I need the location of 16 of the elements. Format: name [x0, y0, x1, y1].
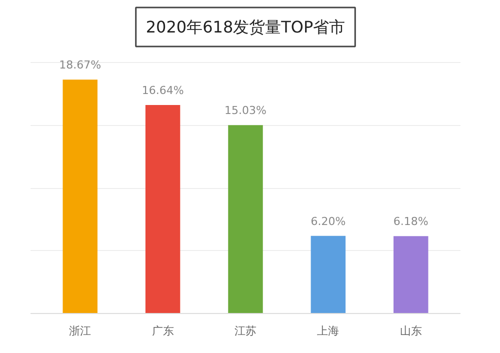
x-tick-label: 浙江 [69, 324, 92, 338]
data-label: 18.67% [59, 58, 102, 72]
bar [145, 105, 180, 314]
data-label: 6.20% [310, 214, 346, 228]
data-label: 6.18% [393, 215, 428, 228]
x-tick-label: 山东 [400, 324, 422, 338]
data-label: 15.03% [224, 104, 266, 118]
bar [228, 125, 263, 314]
bar [62, 80, 98, 314]
x-tick-label: 广东 [152, 324, 174, 338]
x-tick-label: 上海 [317, 324, 340, 338]
bar [394, 236, 428, 314]
bar [310, 236, 346, 314]
data-label: 16.64% [142, 84, 184, 98]
chart-title: 2020年618发货量TOP省市 [146, 18, 346, 36]
x-tick-label: 江苏 [234, 324, 256, 338]
